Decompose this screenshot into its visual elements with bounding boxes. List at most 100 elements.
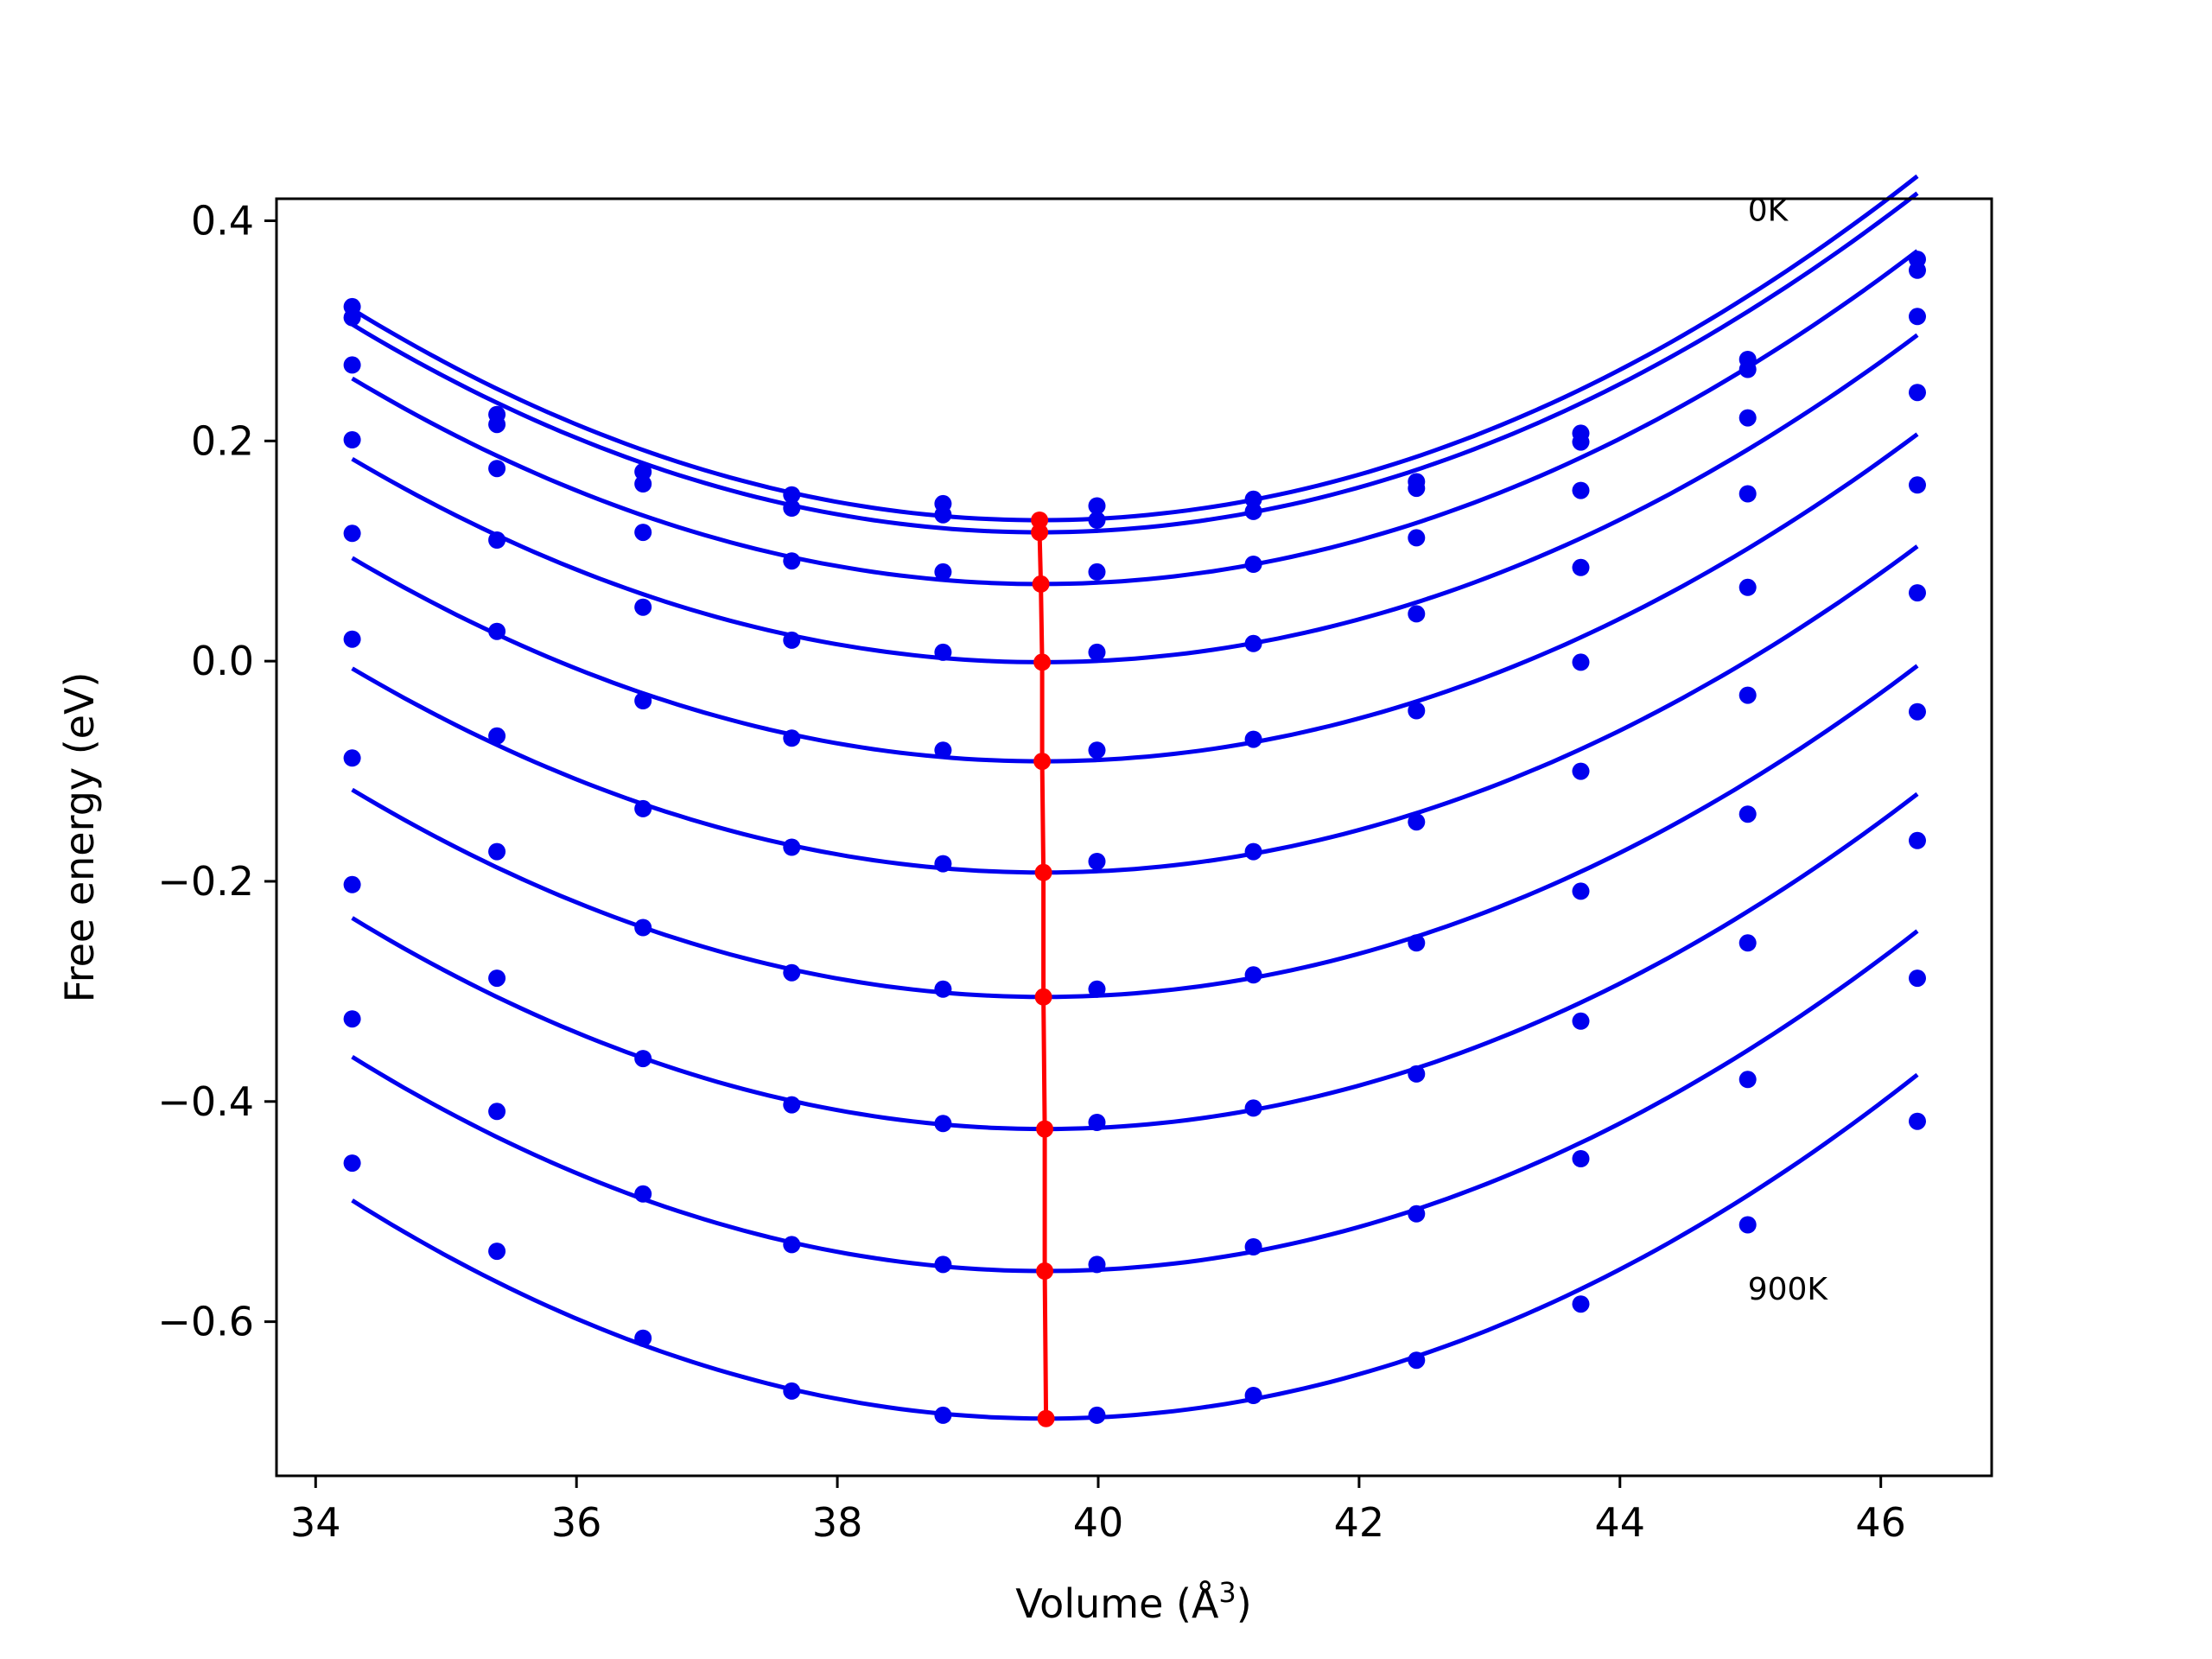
minimum-point [1034, 863, 1052, 881]
data-point [634, 475, 652, 493]
data-point [934, 1115, 952, 1133]
data-point [783, 486, 801, 504]
fit-curve-4 [351, 432, 1919, 764]
data-point [488, 1103, 506, 1121]
data-point [1088, 980, 1106, 998]
minimum-point [1031, 512, 1049, 529]
data-point [1244, 1099, 1262, 1117]
data-point [1408, 1351, 1426, 1370]
data-point [934, 643, 952, 661]
data-point [343, 431, 361, 448]
data-point [1244, 490, 1262, 508]
fit-curve-7 [351, 791, 1919, 1132]
data-point [783, 499, 801, 517]
data-point [634, 1050, 652, 1068]
data-point [1909, 476, 1926, 494]
x-tick-label: 44 [1595, 1499, 1646, 1546]
minimum-point [1036, 1120, 1054, 1138]
data-point [934, 505, 952, 524]
data-point [1408, 934, 1426, 952]
data-point [1244, 634, 1262, 652]
x-tick-label: 40 [1073, 1499, 1124, 1546]
data-point [1088, 1114, 1106, 1131]
x-axis-title: Volume (Å3) [1015, 1576, 1251, 1627]
x-tick-label: 36 [551, 1499, 602, 1546]
x-tick-label: 46 [1855, 1499, 1906, 1546]
data-point [1738, 1071, 1757, 1089]
data-point [634, 918, 652, 937]
data-point [1572, 433, 1590, 451]
temperature-annotation: 0K [1748, 194, 1789, 229]
data-point [1088, 563, 1106, 581]
data-point [934, 980, 952, 998]
data-point [1088, 1255, 1106, 1274]
minimum-point [1033, 653, 1052, 671]
data-point [343, 356, 361, 374]
data-point [1088, 497, 1106, 515]
data-point [343, 875, 361, 893]
data-point [783, 963, 801, 982]
temperature-annotation: 900K [1748, 1272, 1829, 1307]
data-point [343, 749, 361, 767]
data-point [634, 524, 652, 542]
data-point [1738, 805, 1757, 823]
data-point [1572, 882, 1590, 900]
data-point [1088, 741, 1106, 760]
data-point [1738, 409, 1757, 427]
data-point [1909, 1112, 1926, 1130]
data-point [1909, 384, 1926, 402]
data-point [343, 1010, 361, 1028]
data-point [934, 1255, 952, 1274]
data-point [1408, 480, 1426, 498]
data-point [1244, 1387, 1262, 1404]
minimum-point [1033, 753, 1052, 771]
data-point [488, 1243, 506, 1261]
data-point [1738, 485, 1757, 503]
data-point [1909, 584, 1926, 602]
data-points [343, 251, 1926, 1424]
data-point [1909, 308, 1926, 326]
y-tick-label: −0.6 [157, 1299, 254, 1345]
data-point [783, 1096, 801, 1114]
data-point [1738, 578, 1757, 596]
fit-curve-6 [351, 664, 1919, 1000]
data-point [1572, 1012, 1590, 1030]
data-point [1408, 1065, 1426, 1083]
minimum-point [1037, 1409, 1055, 1427]
data-point [1909, 969, 1926, 988]
data-point [934, 741, 952, 760]
minimum-point [1036, 1262, 1054, 1280]
data-point [343, 308, 361, 327]
data-point [488, 460, 506, 478]
data-point [783, 1382, 801, 1400]
data-point [1572, 762, 1590, 780]
data-point [343, 630, 361, 648]
data-point [1572, 481, 1590, 499]
data-point [1244, 502, 1262, 520]
data-point [1738, 1216, 1757, 1234]
minima-line [1031, 512, 1055, 1427]
fit-curves [351, 174, 1919, 1421]
data-point [934, 563, 952, 581]
y-axis-title: Free energy (eV) [56, 672, 103, 1003]
x-tick-label: 38 [812, 1499, 863, 1546]
data-point [1738, 360, 1757, 378]
data-point [1572, 1150, 1590, 1167]
y-tick-label: −0.2 [157, 858, 254, 905]
y-tick-label: 0.0 [191, 638, 254, 684]
data-point [1088, 512, 1106, 529]
plot-frame [275, 197, 1993, 1478]
data-point [634, 692, 652, 709]
data-point [634, 1329, 652, 1347]
data-point [1088, 853, 1106, 870]
data-point [1408, 1205, 1426, 1223]
data-point [1572, 653, 1590, 671]
y-tick-label: −0.4 [157, 1078, 254, 1125]
minimum-point [1031, 524, 1049, 542]
data-point [634, 463, 652, 480]
data-point [1088, 643, 1106, 661]
data-point [1244, 842, 1262, 861]
data-point [934, 1406, 952, 1424]
data-point [343, 524, 361, 543]
